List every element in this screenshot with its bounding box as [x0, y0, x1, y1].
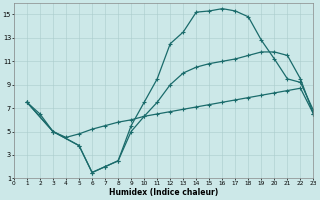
X-axis label: Humidex (Indice chaleur): Humidex (Indice chaleur) [109, 188, 218, 197]
